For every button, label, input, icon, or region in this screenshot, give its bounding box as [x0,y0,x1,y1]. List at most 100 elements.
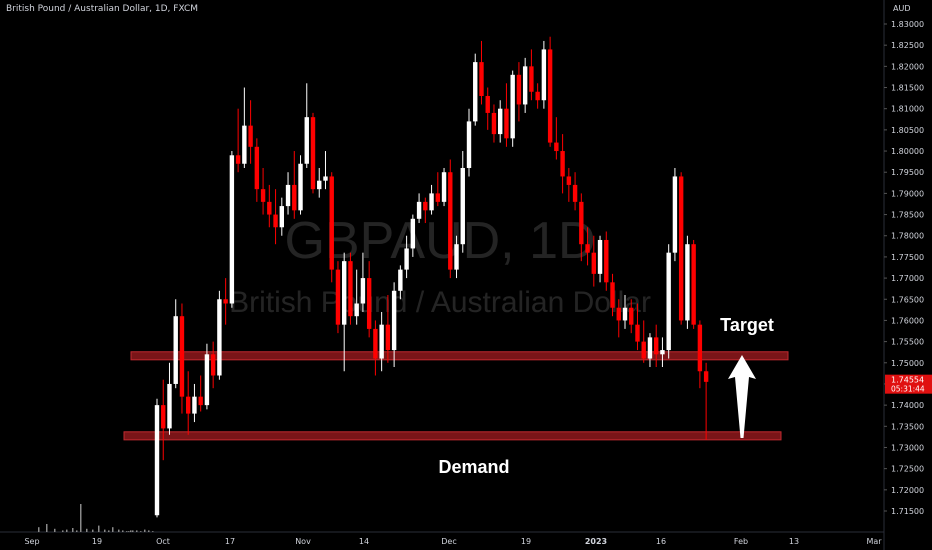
x-tick-label: 17 [225,537,235,546]
volume-bar [126,531,128,532]
y-tick-label: 1.71500 [891,507,924,516]
price-tag-countdown: 05:31:44 [891,385,925,394]
candle-down [691,244,696,325]
candle-up [441,172,447,202]
candle-down [179,316,185,397]
candle-down [535,91,540,101]
candle-up [460,167,465,245]
volume-bar [80,504,82,532]
candle-up [204,354,210,406]
candle-down [248,125,253,147]
candle-up [398,269,403,291]
candle-down [604,239,609,283]
candle-down [366,278,372,329]
candle-up [410,218,416,249]
candle-down [423,201,428,211]
candle-up [242,125,247,164]
candle-down [635,324,640,342]
candle-down [516,74,522,105]
x-tick-label: 16 [656,537,666,546]
candle-up [622,307,628,321]
y-tick-label: 1.75000 [891,359,924,368]
candle-up [647,337,653,359]
volume-bar [98,525,100,532]
candle-down [629,307,634,325]
candle-down [210,354,216,376]
volume-bar [128,531,130,532]
candle-up [279,206,284,228]
candle-up [454,244,459,270]
candle-down [385,324,391,351]
candle-down [654,337,659,355]
demand-label: Demand [438,457,509,477]
x-tick-label: 13 [789,537,799,546]
y-tick-label: 1.75500 [891,338,924,347]
candle-up [229,155,235,304]
volume-bar [66,529,68,532]
candle-down [310,117,316,190]
y-tick-label: 1.76500 [891,295,924,304]
candle-up [379,324,384,359]
volume-bar [76,530,78,532]
candle-up [466,121,472,168]
candle-up [391,290,397,351]
candle-down [448,172,453,270]
candle-up [522,66,528,105]
candle-up [342,261,347,325]
candle-down [485,95,490,113]
volume-bar [46,524,48,532]
volume-bar [118,529,120,532]
y-tick-label: 1.73000 [891,443,924,452]
y-tick-label: 1.78500 [891,211,924,220]
candle-down [273,214,278,228]
volume-bar [144,529,146,532]
candle-down [435,193,440,202]
target-label: Target [720,315,774,335]
candle-up [416,201,422,219]
chart-header: British Pound / Australian Dollar, 1D, F… [6,4,199,14]
candle-up [354,303,359,317]
candle-down [186,396,191,414]
candle-up [685,244,690,321]
candle-down [223,299,228,304]
y-tick-label: 1.72000 [891,486,924,495]
candle-down [547,49,553,143]
candle-up [404,248,409,270]
y-tick-label: 1.78000 [891,232,924,241]
volume-bar [54,528,56,532]
price-tag [885,374,932,394]
x-tick-label: 2023 [585,537,607,546]
candle-down [198,396,203,406]
watermark-name: British Pound / Australian Dollar [229,286,651,319]
volume-bar [148,530,150,532]
candle-down [579,201,584,245]
y-tick-label: 1.81500 [891,84,924,93]
y-tick-label: 1.74000 [891,401,924,410]
candle-down [491,112,497,135]
candle-up [217,299,222,376]
candle-up [317,180,322,190]
candle-up [597,239,603,274]
volume-bar [62,530,64,532]
watermark-symbol: GBPAUD, 1D [284,212,595,270]
candle-down [235,155,241,164]
volume-bar [86,528,88,532]
volume-bar [140,531,142,532]
candle-up [285,184,291,207]
candle-down [329,176,334,270]
y-tick-label: 1.77000 [891,274,924,283]
y-tick-label: 1.82000 [891,62,924,71]
candle-up [304,117,309,164]
price-tag-value: 1.74554 [891,376,924,385]
demand-zone [123,431,782,441]
volume-bar [108,530,110,532]
candle-up [173,316,178,384]
candle-down [292,184,297,211]
target-arrow [728,355,756,438]
candle-up [360,278,366,304]
candle-up [473,62,478,122]
volume-bar [136,530,138,532]
volume-bar [132,530,134,532]
candle-up [323,176,328,181]
